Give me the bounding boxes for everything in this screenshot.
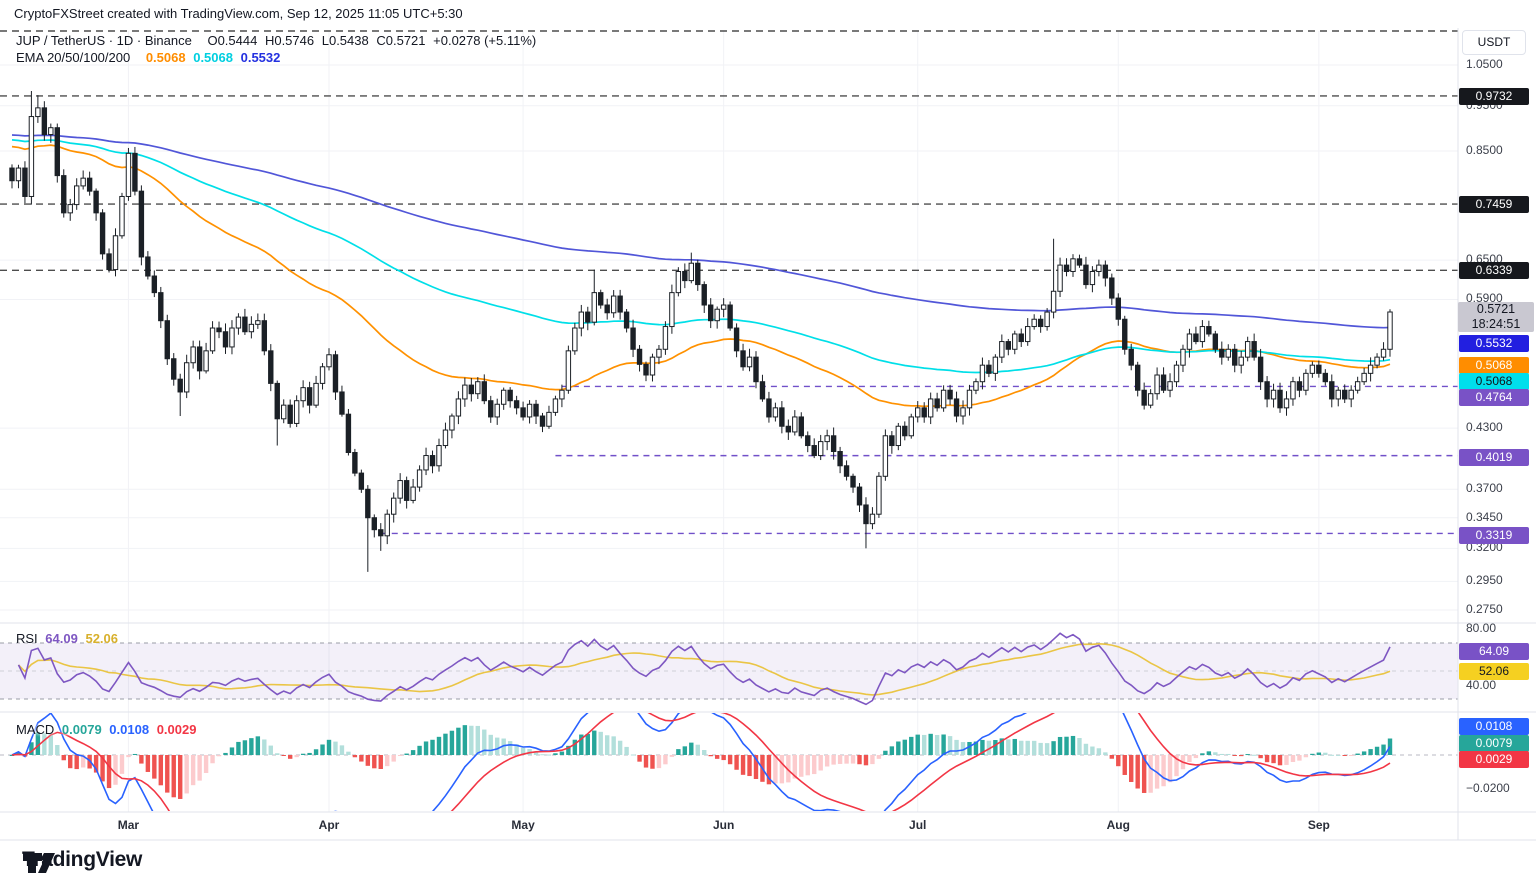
rsi-line — [17, 632, 1391, 706]
axis-tick: 40.00 — [1466, 678, 1497, 692]
macd-pane — [9, 713, 1393, 811]
price-badge: 0.5068 — [1459, 372, 1529, 390]
price-badge: 0.0029 — [1459, 750, 1529, 768]
price-scale[interactable]: 0.5721 18:24:51 1.0500 0.9500 0.8500 0.6500… — [1458, 0, 1536, 894]
macd-legend[interactable]: MACD 0.0079 0.0108 0.0029 — [16, 722, 200, 737]
grid — [0, 31, 1458, 812]
axis-tick: 0.4300 — [1466, 420, 1503, 435]
price-badge: 0.6339 — [1459, 261, 1529, 279]
rsi-label[interactable]: RSI — [16, 631, 38, 646]
macd-signal-line — [11, 713, 1391, 811]
rsi-value: 64.09 — [45, 631, 78, 646]
ema-value-mid: 0.5068 — [193, 50, 233, 65]
symbol-legend[interactable]: JUP / TetherUS · 1D · Binance O0.5444 H0… — [16, 33, 540, 48]
ohlc-close: C0.5721 — [376, 33, 426, 48]
month-label: Mar — [117, 818, 140, 832]
ema-lines — [11, 134, 1391, 408]
axis-tick: 0.2950 — [1466, 573, 1503, 588]
price-badge: 64.09 — [1459, 642, 1529, 660]
month-label: Apr — [318, 818, 340, 832]
macd-line — [11, 713, 1391, 811]
axis-tick: 0.3700 — [1466, 481, 1503, 496]
axis-tick: −0.0200 — [1466, 781, 1510, 795]
currency-toggle-button[interactable]: USDT — [1462, 30, 1526, 55]
month-label: May — [511, 818, 535, 832]
ema-200-line — [11, 134, 1391, 329]
ohlc-low: L0.5438 — [321, 33, 369, 48]
month-label: Aug — [1106, 818, 1130, 832]
price-badge: 0.3319 — [1459, 526, 1529, 544]
macd-signal-value: 0.0029 — [156, 722, 197, 737]
macd-line-value: 0.0108 — [109, 722, 150, 737]
rsi-ma-value: 52.06 — [85, 631, 119, 646]
month-label: Sep — [1307, 818, 1330, 832]
ohlc-change: +0.0278 (+5.11%) — [433, 33, 537, 48]
price-badge: 0.9732 — [1459, 87, 1529, 105]
rsi-legend[interactable]: RSI 64.09 52.06 — [16, 631, 122, 646]
axis-tick: 0.2750 — [1466, 601, 1503, 616]
ema-legend[interactable]: EMA 20/50/100/200 0.5068 0.5068 0.5532 — [16, 50, 284, 65]
month-label: Jul — [909, 818, 927, 832]
current-price-badge: 0.5721 18:24:51 — [1458, 302, 1534, 332]
price-badge: 0.5068 — [1459, 356, 1529, 374]
macd-hist-value: 0.0079 — [61, 722, 102, 737]
ema-value-slow: 0.5532 — [240, 50, 281, 65]
axis-tick: 0.3450 — [1466, 509, 1503, 524]
ema-label[interactable]: EMA 20/50/100/200 — [16, 50, 131, 65]
price-badge: 0.4019 — [1459, 448, 1529, 466]
price-badge: 0.0108 — [1459, 717, 1529, 735]
ema-100-line — [11, 139, 1391, 374]
watermark-credit: CryptoFXStreet created with TradingView.… — [14, 6, 463, 21]
axis-tick: 0.3200 — [1466, 540, 1503, 555]
tradingview-logo[interactable]: TradingView — [22, 848, 142, 873]
axis-tick: 0.5900 — [1466, 291, 1503, 306]
bar-countdown: 18:24:51 — [1471, 317, 1521, 331]
ohlc-high: H0.5746 — [264, 33, 315, 48]
axis-tick: 80.00 — [1466, 621, 1497, 635]
candles — [9, 90, 1393, 572]
price-badge: 0.5532 — [1459, 334, 1529, 352]
price-badge: 0.4764 — [1459, 388, 1529, 406]
rsi-ma-line — [17, 642, 1391, 696]
ema-value-fast: 0.5068 — [145, 50, 186, 65]
horizontal-levels — [0, 30, 1458, 535]
axis-tick: 0.8500 — [1466, 142, 1503, 157]
macd-label[interactable]: MACD — [16, 722, 55, 737]
axis-tick: 1.0500 — [1466, 57, 1503, 71]
price-badge: 0.7459 — [1459, 195, 1529, 213]
current-price: 0.5721 — [1476, 302, 1516, 316]
price-badge: 0.0079 — [1459, 734, 1529, 752]
tradingview-logo-icon — [23, 853, 55, 873]
month-label: Jun — [712, 818, 735, 832]
ohlc-open: O0.5444 — [207, 33, 258, 48]
symbol-title[interactable]: JUP / TetherUS · 1D · Binance — [16, 33, 192, 48]
ema-50-line — [11, 144, 1391, 408]
price-badge: 52.06 — [1459, 662, 1529, 680]
